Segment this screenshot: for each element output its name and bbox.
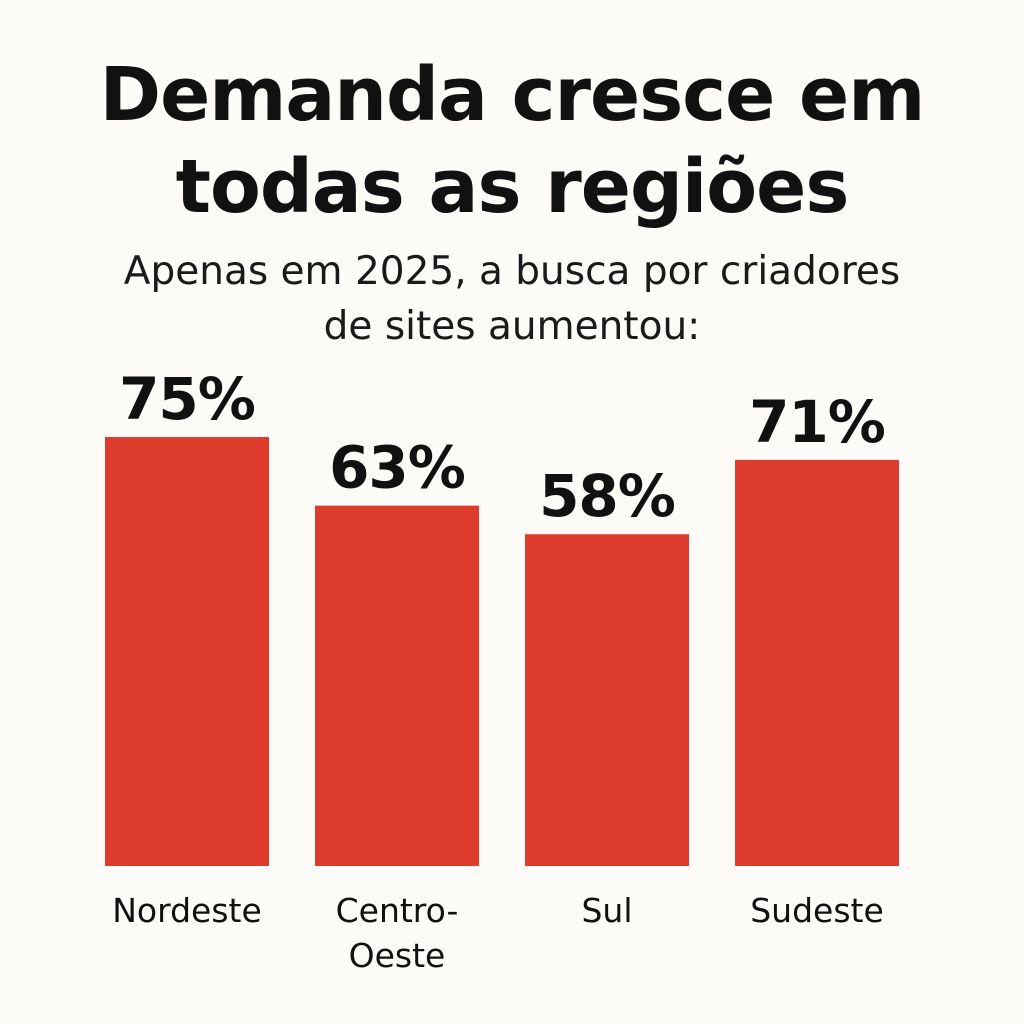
bar-1 [315,505,479,866]
bar-value-label-3: 71% [749,388,885,456]
bar-value-label-0: 75% [119,365,255,433]
bar-0 [105,437,269,866]
chart-subtitle-line-2: de sites aumentou: [323,304,701,349]
bar-3 [735,459,899,866]
chart-subtitle-line-1: Apenas em 2025, a busca por criadores [123,249,901,294]
bar-value-label-1: 63% [329,434,465,502]
category-label-2-line-0: Sul [581,891,632,930]
bar-2 [525,534,689,866]
category-label-1-line-1: Oeste [349,936,446,975]
chart-title-line-2: todas as regiões [175,144,850,230]
bar-value-label-2: 58% [539,462,675,530]
category-label-0-line-0: Nordeste [112,891,262,930]
chart-title-line-1: Demanda cresce em [99,52,926,138]
category-label-3-line-0: Sudeste [750,891,884,930]
category-label-1-line-0: Centro- [336,891,459,930]
